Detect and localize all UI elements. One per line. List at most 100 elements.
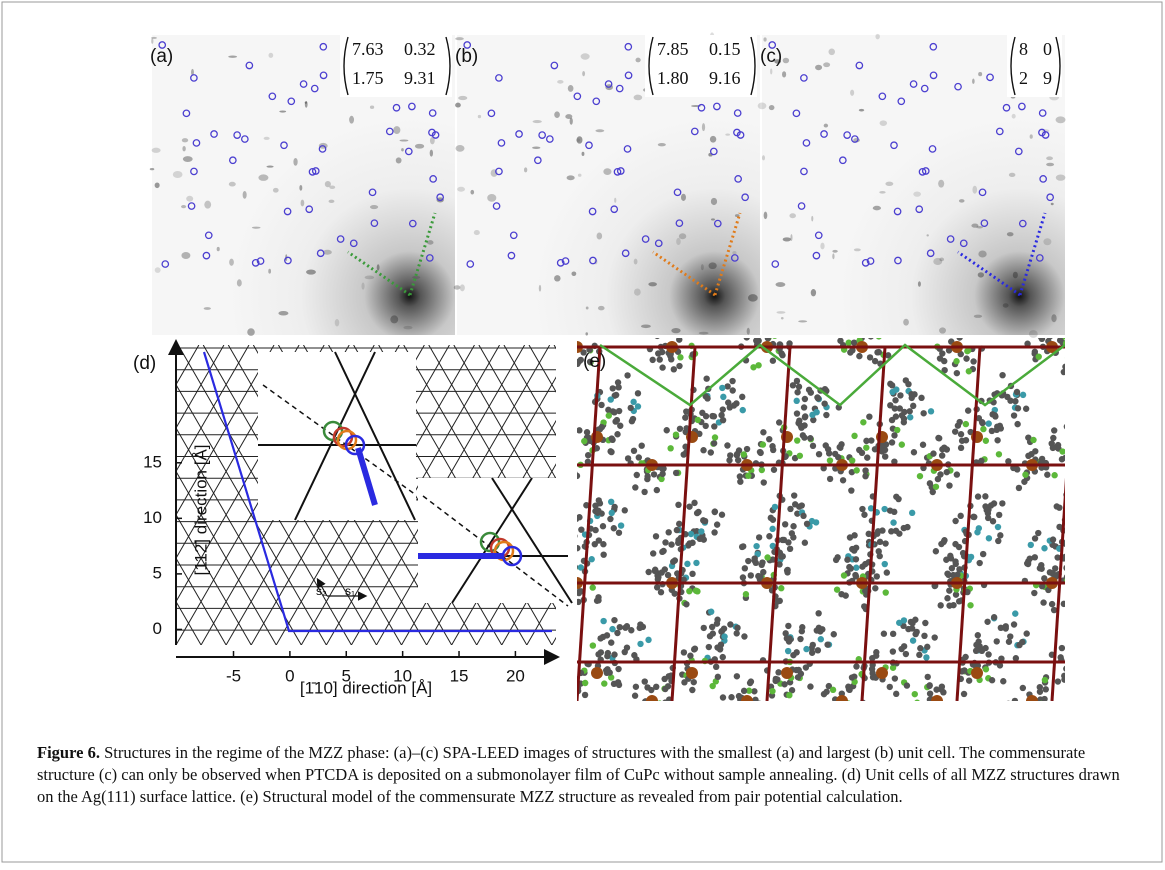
atom: [559, 602, 565, 608]
atom: [943, 557, 949, 563]
atom: [965, 407, 971, 413]
diffuse-spot: [811, 289, 816, 296]
atom: [657, 356, 663, 362]
atom: [634, 472, 640, 478]
atom: [851, 339, 857, 345]
atom: [761, 704, 767, 710]
atom: [834, 554, 840, 560]
atom: [756, 534, 762, 540]
atom: [624, 710, 630, 716]
atom: [982, 645, 988, 651]
lattice-line: [3, 345, 176, 645]
diffuse-spot: [470, 190, 474, 195]
atom: [656, 717, 662, 723]
atom: [941, 809, 947, 815]
atom: [660, 548, 666, 554]
atom: [1028, 542, 1034, 548]
metal-atom: [836, 695, 848, 707]
diffuse-spot: [709, 262, 717, 269]
matrix-entry: 1.75: [352, 68, 384, 88]
atom: [703, 423, 709, 429]
atom: [859, 506, 865, 512]
diffuse-spot: [474, 230, 480, 235]
atom: [757, 449, 763, 455]
atom: [720, 694, 726, 700]
atom: [575, 599, 581, 605]
atom: [1020, 685, 1026, 691]
diffuse-spot: [299, 185, 302, 191]
diffuse-spot: [598, 306, 605, 310]
atom: [937, 471, 943, 477]
atom: [648, 687, 654, 693]
atom: [1029, 715, 1035, 721]
atom: [949, 565, 955, 571]
atom: [1078, 678, 1084, 684]
atom: [1090, 732, 1096, 738]
atom: [933, 548, 939, 554]
atom: [718, 412, 724, 418]
atom: [956, 598, 962, 604]
atom: [708, 609, 714, 615]
diffuse-spot: [859, 109, 864, 112]
diffuse-spot: [783, 237, 791, 241]
lattice-line: [1053, 345, 1165, 645]
atom: [565, 673, 571, 679]
diffuse-spot: [974, 315, 982, 318]
diffuse-spot: [399, 140, 408, 142]
atom: [912, 631, 918, 637]
atom: [1066, 729, 1072, 735]
diffuse-spot: [264, 137, 270, 140]
atom: [1044, 472, 1050, 478]
atom: [791, 492, 797, 498]
metal-atom: [1026, 695, 1038, 707]
atom: [1067, 546, 1073, 552]
diffuse-spot: [266, 166, 273, 168]
atom: [780, 734, 786, 740]
diffuse-spot: [595, 129, 604, 132]
atom: [801, 434, 807, 440]
atom: [937, 602, 943, 608]
atom: [1079, 522, 1085, 528]
atom: [1024, 560, 1030, 566]
atom: [940, 689, 946, 695]
atom: [744, 334, 750, 340]
panel-label: (e): [583, 351, 606, 372]
diffuse-spot: [725, 134, 730, 136]
atom: [741, 451, 747, 457]
atom: [927, 690, 933, 696]
atom: [1065, 684, 1071, 690]
atom: [1075, 653, 1081, 659]
atom: [798, 732, 804, 738]
atom: [1104, 645, 1110, 651]
atom: [568, 462, 574, 468]
atom: [671, 366, 677, 372]
lattice-line: [26, 345, 199, 645]
diffuse-spot: [306, 269, 316, 274]
atom: [640, 706, 646, 712]
atom: [736, 705, 742, 711]
atom: [608, 449, 614, 455]
atom: [819, 626, 825, 632]
diffuse-spot: [597, 232, 603, 239]
atom: [581, 438, 587, 444]
atom: [903, 377, 909, 383]
atom: [946, 713, 952, 719]
atom: [639, 716, 645, 722]
atom: [1099, 529, 1105, 535]
atom: [742, 712, 748, 718]
atom: [845, 700, 851, 706]
atom: [925, 674, 931, 680]
lattice-line: [0, 345, 126, 645]
atom: [800, 513, 806, 519]
atom: [916, 652, 922, 658]
atom: [1039, 701, 1045, 707]
atom: [549, 439, 555, 445]
atom: [816, 451, 822, 457]
atom: [611, 617, 617, 623]
atom: [1078, 534, 1084, 540]
atom: [1099, 382, 1105, 388]
atom: [1082, 660, 1088, 666]
atom: [645, 637, 651, 643]
diffuse-spot: [701, 264, 704, 270]
diffuse-spot: [539, 285, 541, 292]
